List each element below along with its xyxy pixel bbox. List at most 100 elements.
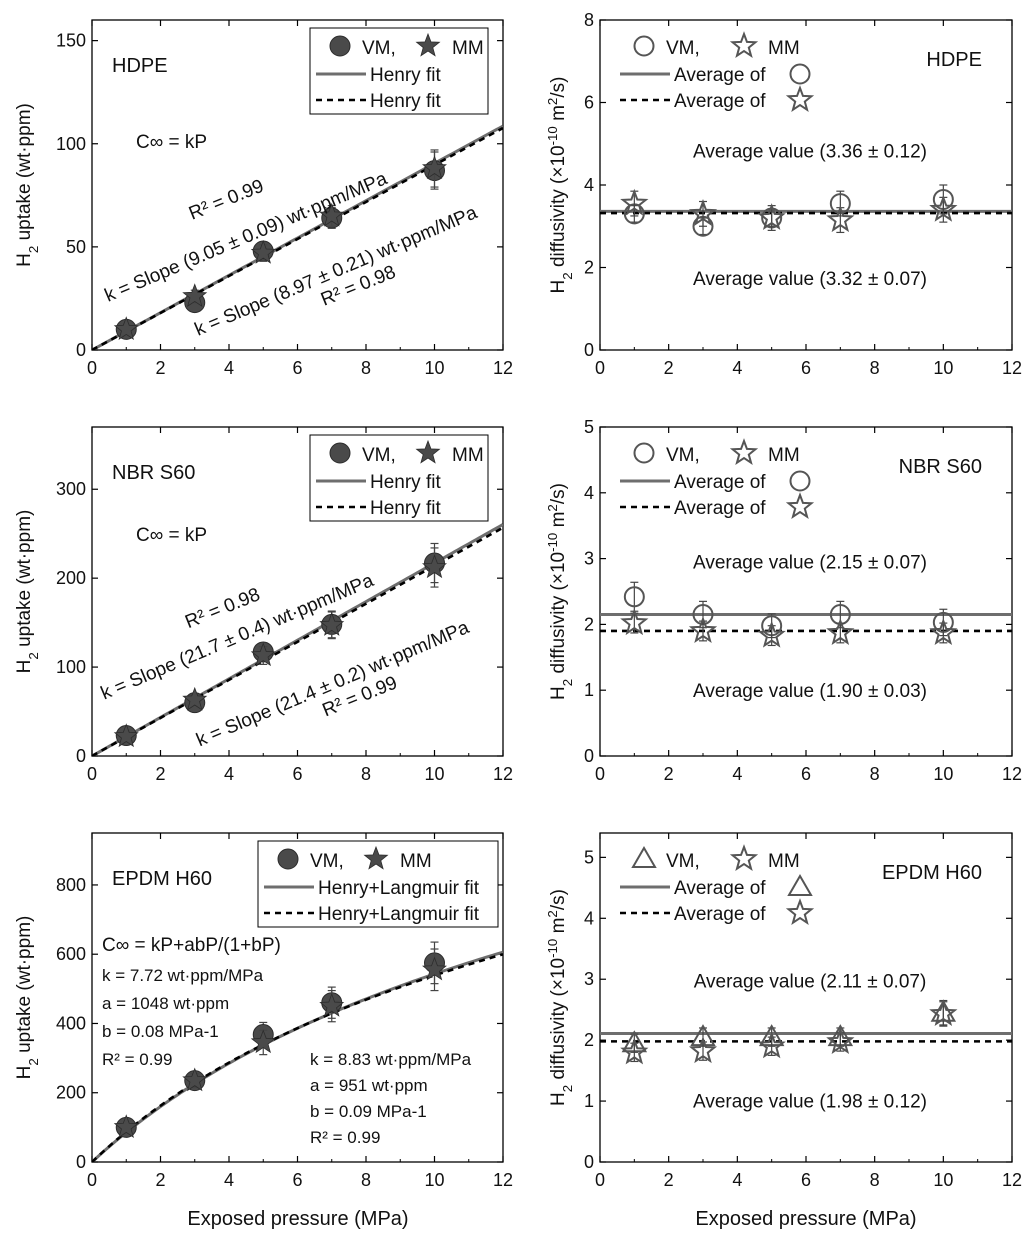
y-axis: 0 50 100 150 bbox=[56, 31, 503, 360]
legend-marker-avg-mm bbox=[785, 85, 815, 113]
fit1-b: b = 0.08 MPa-1 bbox=[102, 1022, 219, 1041]
y-axis-label-text: H2 diffusivity (×10-10 m2/s) bbox=[545, 889, 575, 1106]
x-tick-label: 4 bbox=[732, 358, 742, 378]
panel-title: NBR S60 bbox=[899, 456, 982, 478]
x-tick-label: 4 bbox=[224, 764, 234, 784]
panel-nbr-uptake: 0 2 4 6 8 10 12 0 100 200 300 H2 uptake (wt·ppm) VM,… bbox=[14, 426, 513, 784]
legend-marker-avg-vm bbox=[787, 874, 813, 896]
x-tick-label: 2 bbox=[664, 764, 674, 784]
x-tick-label: 0 bbox=[595, 764, 605, 784]
legend-label-fit2: Average of bbox=[674, 498, 766, 519]
average-value-2: Average value (1.90 ± 0.03) bbox=[693, 681, 927, 702]
y-tick-label: 0 bbox=[76, 746, 86, 766]
x-tick-label: 10 bbox=[424, 358, 444, 378]
equation: C∞ = kP bbox=[136, 525, 207, 546]
legend-label-fit2: Average of bbox=[674, 904, 766, 925]
y-tick-label: 150 bbox=[56, 31, 86, 51]
average-value-2: Average value (3.32 ± 0.07) bbox=[693, 269, 927, 290]
panel-hdpe-uptake: 0 2 4 6 8 10 12 0 50 100 150 H2 uptake (wt·ppm) VM, M… bbox=[14, 19, 513, 378]
x-tick-label: 8 bbox=[361, 764, 371, 784]
y-axis-label: H2 diffusivity (×10-10 m2/s) bbox=[545, 77, 575, 294]
x-tick-label: 6 bbox=[292, 1170, 302, 1190]
legend-marker-avg-vm bbox=[789, 470, 811, 492]
data-point-mm bbox=[929, 618, 958, 645]
series-mm bbox=[113, 948, 447, 1139]
y-tick-label: 4 bbox=[584, 175, 594, 195]
legend-marker-vm bbox=[329, 442, 351, 464]
y-axis-label-text: H2 diffusivity (×10-10 m2/s) bbox=[545, 77, 575, 294]
y-tick-label: 200 bbox=[56, 568, 86, 588]
y-tick-label: 2 bbox=[584, 614, 594, 634]
x-tick-label: 8 bbox=[870, 1170, 880, 1190]
series-mm bbox=[620, 188, 958, 234]
x-axis-label-right: Exposed pressure (MPa) bbox=[695, 1208, 916, 1230]
y-tick-label: 200 bbox=[56, 1083, 86, 1103]
data-point-mm bbox=[182, 283, 208, 308]
legend: VM, MM Henry+Langmuir fit Henry+Langmuir fi… bbox=[257, 840, 499, 928]
data-point-mm bbox=[688, 199, 718, 226]
x-axis-label-left: Exposed pressure (MPa) bbox=[187, 1208, 408, 1230]
x-axis: 0 2 4 6 8 10 12 bbox=[595, 427, 1022, 784]
y-axis-label-text: H2 uptake (wt·ppm) bbox=[14, 916, 41, 1080]
y-tick-label: 4 bbox=[584, 908, 594, 928]
fit-line-2 bbox=[92, 126, 503, 350]
x-tick-label: 0 bbox=[595, 358, 605, 378]
legend: VM, MM Henry fit Henry fit bbox=[309, 434, 489, 522]
y-tick-label: 0 bbox=[584, 1152, 594, 1172]
x-axis: 0 2 4 6 8 10 12 bbox=[87, 20, 513, 378]
y-tick-label: 5 bbox=[584, 417, 594, 437]
y-tick-label: 600 bbox=[56, 944, 86, 964]
x-tick-label: 12 bbox=[1002, 1170, 1022, 1190]
data-point-mm bbox=[757, 620, 786, 648]
legend-label-mm: MM bbox=[768, 851, 800, 872]
data-point-mm bbox=[422, 554, 447, 579]
x-tick-label: 0 bbox=[87, 358, 97, 378]
equation: C∞ = kP+abP/(1+bP) bbox=[102, 935, 281, 956]
y-tick-label: 300 bbox=[56, 479, 86, 499]
legend-marker-vm bbox=[633, 442, 655, 464]
x-tick-label: 6 bbox=[292, 358, 302, 378]
fit1-a: a = 1048 wt·ppm bbox=[102, 994, 229, 1013]
fit-line-2 bbox=[92, 953, 503, 1162]
series-mm bbox=[113, 149, 447, 341]
legend-marker-vm bbox=[631, 846, 657, 868]
x-tick-label: 2 bbox=[664, 358, 674, 378]
y-tick-label: 1 bbox=[584, 680, 594, 700]
x-tick-label: 8 bbox=[361, 358, 371, 378]
y-axis: 0 200 400 600 800 bbox=[56, 875, 503, 1172]
x-tick-label: 2 bbox=[155, 764, 165, 784]
data-point-mm bbox=[757, 203, 786, 231]
legend-marker-mm bbox=[363, 845, 389, 870]
data-point-mm bbox=[113, 316, 139, 341]
y-tick-label: 3 bbox=[584, 969, 594, 989]
data-point-mm bbox=[319, 202, 345, 227]
fit1-r2: R² = 0.99 bbox=[102, 1050, 172, 1069]
data-point-mm bbox=[688, 616, 718, 644]
fit1-k: k = 7.72 wt·ppm/MPa bbox=[102, 966, 264, 985]
x-tick-label: 0 bbox=[87, 764, 97, 784]
panel-epdm-uptake: 0 2 4 6 8 10 12 0 200 400 600 800 H2 uptake (wt·ppm)… bbox=[14, 832, 513, 1190]
x-tick-label: 4 bbox=[224, 358, 234, 378]
data-point-mm bbox=[826, 205, 855, 233]
panel-title: EPDM H60 bbox=[112, 868, 212, 890]
panel-hdpe-diffusivity: 0 2 4 6 8 10 12 0 2 4 6 8 H2 diffusivity (×10-10 m2/… bbox=[545, 10, 1023, 378]
series-vm bbox=[621, 999, 957, 1053]
x-tick-label: 12 bbox=[493, 358, 513, 378]
data-point-mm bbox=[620, 608, 649, 636]
legend-marker-avg-vm bbox=[789, 63, 811, 85]
legend-label-mm: MM bbox=[452, 445, 484, 466]
data-point-mm bbox=[319, 612, 345, 636]
legend-marker-avg-mm bbox=[785, 492, 815, 520]
legend-marker-mm bbox=[415, 439, 441, 464]
y-tick-label: 2 bbox=[584, 258, 594, 278]
x-axis: 0 2 4 6 8 10 12 bbox=[87, 833, 513, 1190]
series-mm bbox=[620, 999, 958, 1065]
legend-label-fit1: Average of bbox=[674, 878, 766, 899]
y-axis: 0 1 2 3 4 5 bbox=[584, 417, 1012, 766]
y-tick-label: 6 bbox=[584, 93, 594, 113]
legend-label-mm: MM bbox=[452, 38, 484, 59]
x-tick-label: 8 bbox=[361, 1170, 371, 1190]
data-point-mm bbox=[688, 1036, 718, 1064]
x-tick-label: 10 bbox=[424, 1170, 444, 1190]
